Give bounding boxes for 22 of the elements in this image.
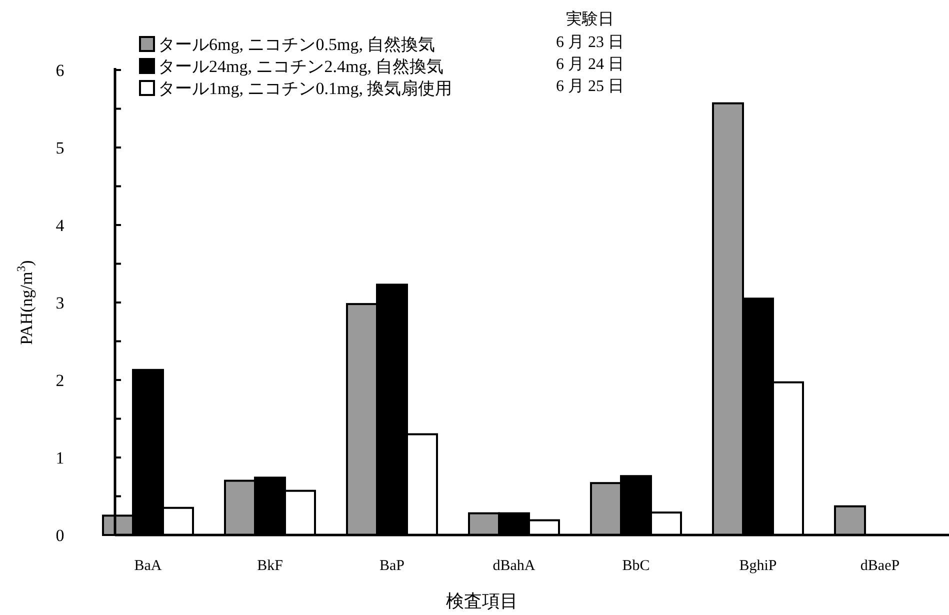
legend-label: タール6mg, ニコチン0.5mg, 自然換気 xyxy=(158,35,436,54)
x-tick-label: BbC xyxy=(622,558,650,574)
y-tick-label: 0 xyxy=(56,526,64,545)
legend-title: 実験日 xyxy=(566,10,614,28)
annotation: 6 月 24 日 xyxy=(556,56,624,73)
x-tick-label: dBahA xyxy=(492,558,536,574)
x-axis-title: 検査項目 xyxy=(446,591,518,611)
y-tick-label: 2 xyxy=(56,371,64,390)
annotation: 6 月 25 日 xyxy=(556,78,624,95)
y-tick-label: 3 xyxy=(56,294,64,312)
y-tick-label: 1 xyxy=(56,448,64,468)
x-tick-label: BaA xyxy=(134,558,162,574)
y-tick-label: 5 xyxy=(56,138,64,158)
text: 6 月 23 日 xyxy=(556,34,624,51)
x-tick-label: dBaeP xyxy=(860,558,900,574)
x-tick-label: BkF xyxy=(257,558,283,574)
x-tick-label: BaP xyxy=(379,558,405,574)
y-tick-label: 4 xyxy=(56,216,65,235)
x-tick-label: BghiP xyxy=(739,558,777,574)
legend-label: タール24mg, ニコチン2.4mg, 自然換気 xyxy=(158,57,444,76)
y-tick-label: 6 xyxy=(56,61,64,80)
legend-label: タール1mg, ニコチン0.1mg, 換気扇使用 xyxy=(158,79,452,98)
